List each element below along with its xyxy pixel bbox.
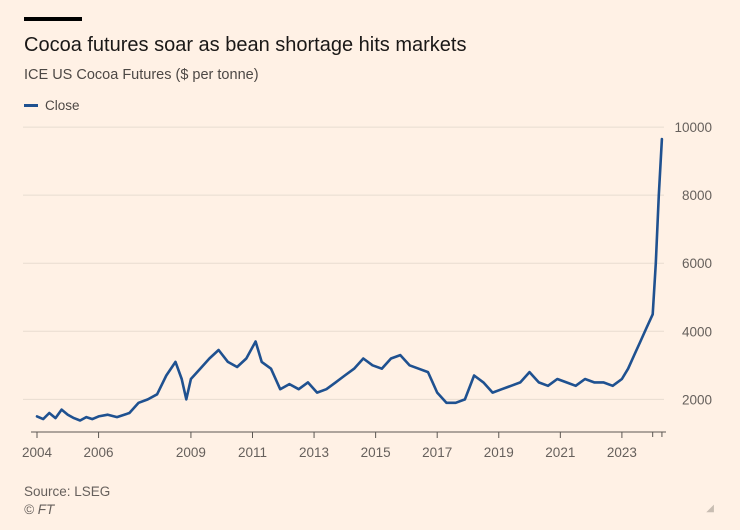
legend-swatch xyxy=(24,104,38,107)
legend-label-close: Close xyxy=(45,98,80,113)
x-tick-label-2017: 2017 xyxy=(422,445,452,460)
y-tick-label-4000: 4000 xyxy=(682,324,712,339)
resize-handle-icon: ◢ xyxy=(706,503,714,514)
x-axis: 2004 2006 2009 2011 2013 2015 2017 2019 2021 2023 xyxy=(22,431,666,460)
chart-title: Cocoa futures soar as bean shortage hits… xyxy=(24,34,467,56)
y-tick-label-2000: 2000 xyxy=(682,392,712,407)
series-group xyxy=(35,137,664,422)
chart-subtitle: ICE US Cocoa Futures ($ per tonne) xyxy=(24,67,259,83)
x-tick-label-2013: 2013 xyxy=(299,445,329,460)
x-tick-label-2004: 2004 xyxy=(22,445,53,460)
y-tick-label-10000: 10000 xyxy=(674,120,712,135)
ft-header-bar xyxy=(24,17,82,21)
ft-credit: © FT xyxy=(24,502,55,517)
x-tick-label-2019: 2019 xyxy=(484,445,514,460)
series-line-close xyxy=(35,137,664,422)
source-note: Source: LSEG xyxy=(24,484,111,499)
x-tick-label-2006: 2006 xyxy=(84,445,114,460)
x-tick-label-2011: 2011 xyxy=(238,445,267,460)
y-tick-label-8000: 8000 xyxy=(682,188,712,203)
x-tick-label-2015: 2015 xyxy=(361,445,391,460)
x-tick-label-2021: 2021 xyxy=(545,445,575,460)
x-tick-label-2009: 2009 xyxy=(176,445,206,460)
x-tick-label-2023: 2023 xyxy=(607,445,637,460)
gridlines xyxy=(23,126,664,400)
y-axis: 2000 4000 6000 8000 10000 xyxy=(674,120,712,407)
legend: Close xyxy=(24,98,80,113)
y-tick-label-6000: 6000 xyxy=(682,256,712,271)
